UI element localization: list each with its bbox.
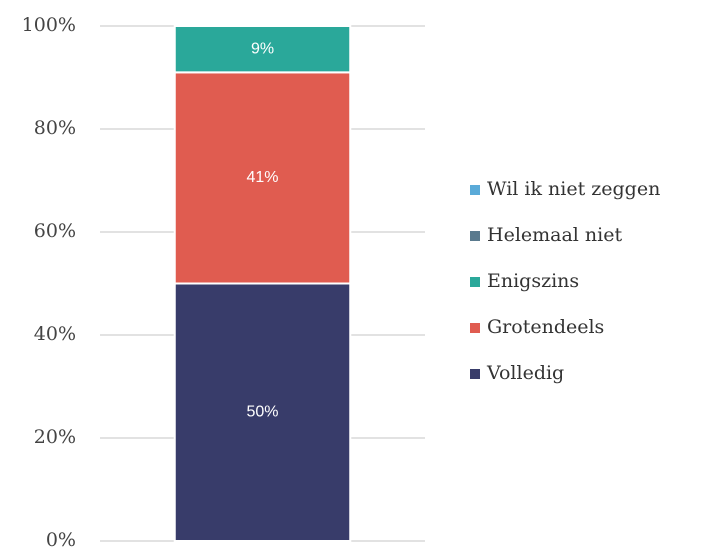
legend-swatch [470, 277, 480, 287]
bar-segment [173, 71, 352, 285]
legend-label: Wil ik niet zeggen [487, 178, 660, 200]
y-tick-label: 20% [34, 426, 76, 448]
y-tick-label: 100% [22, 14, 76, 36]
y-tick-label: 60% [34, 220, 76, 242]
y-tick-label: 80% [34, 117, 76, 139]
legend-label: Helemaal niet [487, 224, 622, 246]
legend-swatch [470, 185, 480, 195]
y-tick-label: 0% [46, 529, 76, 550]
legend-label: Grotendeels [487, 316, 604, 338]
legend-label: Enigszins [487, 270, 579, 292]
bar-segment [173, 25, 352, 74]
legend-label: Volledig [486, 362, 564, 384]
bar-segment [173, 282, 352, 542]
data-label: 41% [246, 169, 278, 186]
data-label: 50% [246, 403, 278, 420]
legend-swatch [470, 323, 480, 333]
legend-swatch [470, 231, 480, 241]
data-label: 9% [251, 40, 274, 57]
y-tick-label: 40% [34, 323, 76, 345]
legend-swatch [470, 369, 480, 379]
